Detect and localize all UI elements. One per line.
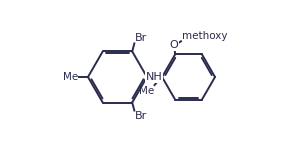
Text: methoxy: methoxy	[182, 30, 227, 41]
Text: Br: Br	[135, 33, 147, 43]
Text: Br: Br	[135, 111, 147, 121]
Text: Me: Me	[63, 72, 78, 82]
Text: Me: Me	[139, 86, 154, 96]
Text: O: O	[170, 41, 178, 51]
Text: NH: NH	[146, 72, 162, 82]
